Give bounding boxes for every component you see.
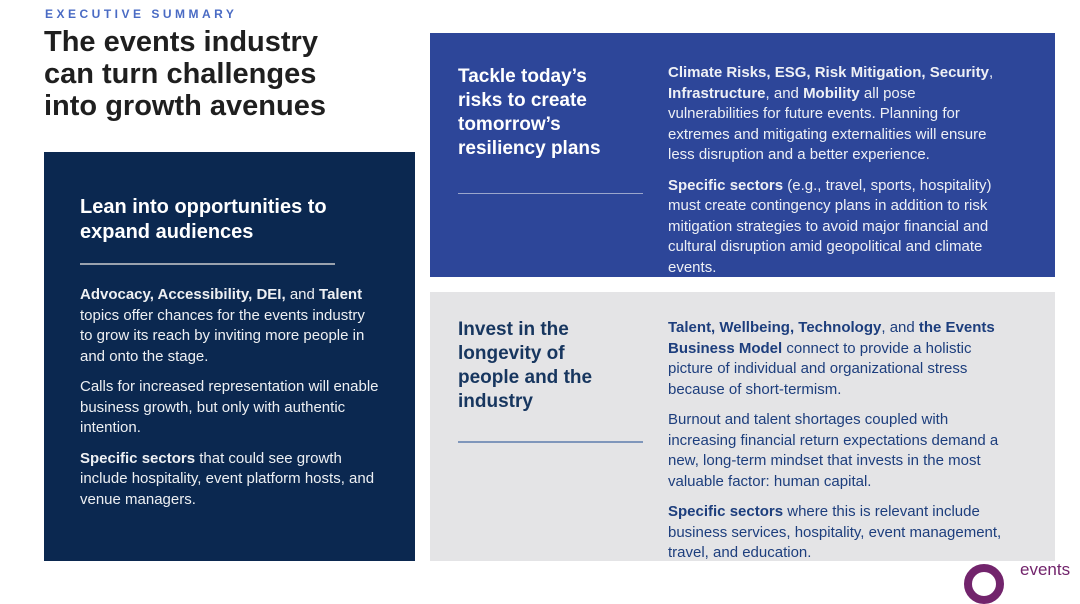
card-resiliency-plans-body: Climate Risks, ESG, Risk Mitigation, Sec… xyxy=(668,63,1010,277)
paragraph: Calls for increased representation will … xyxy=(80,378,379,436)
heading-line: expand audiences xyxy=(80,221,254,243)
heading-line: tomorrow’s xyxy=(458,114,561,135)
divider xyxy=(458,441,643,443)
events-logo-wordmark: events xyxy=(1020,560,1071,579)
heading-line: Lean into opportunities to xyxy=(80,196,327,218)
heading-line: Invest in the xyxy=(458,319,569,340)
paragraph: Specific sectors that could see growth i… xyxy=(80,449,375,508)
page-title-line: The events industry xyxy=(44,26,318,58)
page-title-line: can turn challenges xyxy=(44,58,317,90)
card-longevity-left: Invest in the longevity of people and th… xyxy=(458,318,643,561)
heading-line: industry xyxy=(458,391,533,412)
events-logo-circle-icon xyxy=(964,564,1004,604)
page-title-line: into growth avenues xyxy=(44,90,326,122)
heading-line: Tackle today’s xyxy=(458,66,587,87)
card-longevity: Invest in the longevity of people and th… xyxy=(430,292,1055,561)
heading-line: risks to create xyxy=(458,90,587,111)
card-resiliency-plans-heading: Tackle today’s risks to create tomorrow’… xyxy=(458,65,633,161)
slide: { "eyebrow": "EXECUTIVE SUMMARY", "title… xyxy=(44,7,1071,604)
divider xyxy=(458,193,643,194)
card-expand-audiences: Lean into opportunities to expand audien… xyxy=(44,152,415,561)
divider xyxy=(80,263,335,265)
eyebrow-label: EXECUTIVE SUMMARY xyxy=(45,7,238,21)
heading-line: resiliency plans xyxy=(458,138,601,159)
card-resiliency-plans: Tackle today’s risks to create tomorrow’… xyxy=(430,33,1055,277)
card-expand-audiences-heading: Lean into opportunities to expand audien… xyxy=(80,195,379,245)
paragraph: Specific sectors (e.g., travel, sports, … xyxy=(668,176,992,276)
page-title: The events industry can turn challenges … xyxy=(44,26,326,122)
card-longevity-body: Talent, Wellbeing, Technology, and the E… xyxy=(668,318,1010,561)
paragraph: Advocacy, Accessibility, DEI, and Talent… xyxy=(80,286,365,365)
paragraph: Specific sectors where this is relevant … xyxy=(668,503,1002,561)
paragraph: Talent, Wellbeing, Technology, and the E… xyxy=(668,319,995,398)
paragraph: Burnout and talent shortages coupled wit… xyxy=(668,411,999,490)
events-logo: events xyxy=(960,560,1080,604)
card-longevity-heading: Invest in the longevity of people and th… xyxy=(458,318,633,414)
heading-line: longevity of xyxy=(458,343,565,364)
paragraph: Climate Risks, ESG, Risk Mitigation, Sec… xyxy=(668,64,994,163)
card-resiliency-plans-left: Tackle today’s risks to create tomorrow’… xyxy=(458,63,643,277)
heading-line: people and the xyxy=(458,367,593,388)
card-expand-audiences-body: Advocacy, Accessibility, DEI, and Talent… xyxy=(80,285,379,510)
